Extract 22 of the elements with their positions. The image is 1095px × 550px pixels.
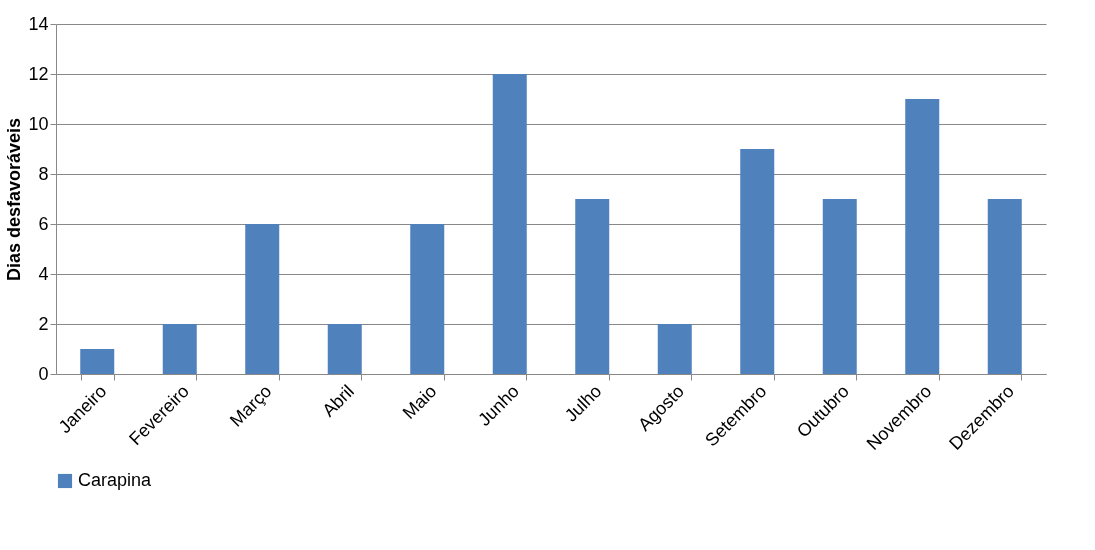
y-tick-label: 0 [38,363,49,384]
bar [80,349,115,374]
bar [740,149,775,374]
bar [162,324,197,374]
y-tick-label: 6 [38,213,49,234]
bar [657,324,692,374]
bar [987,199,1022,374]
y-tick-label: 8 [38,163,49,184]
y-tick-label: 2 [38,313,49,334]
bar [905,99,940,374]
bar [327,324,362,374]
y-tick-label: 12 [28,63,49,84]
y-tick-label: 4 [38,263,49,284]
y-tick-label: 10 [28,113,49,134]
bar [492,74,527,374]
legend-label: Carapina [78,470,153,490]
y-tick-label: 14 [28,13,49,34]
bar [410,224,445,374]
y-axis-title: Dias desfavoráveis [4,117,25,282]
bar [245,224,280,374]
bar [575,199,610,374]
bar [822,199,857,374]
